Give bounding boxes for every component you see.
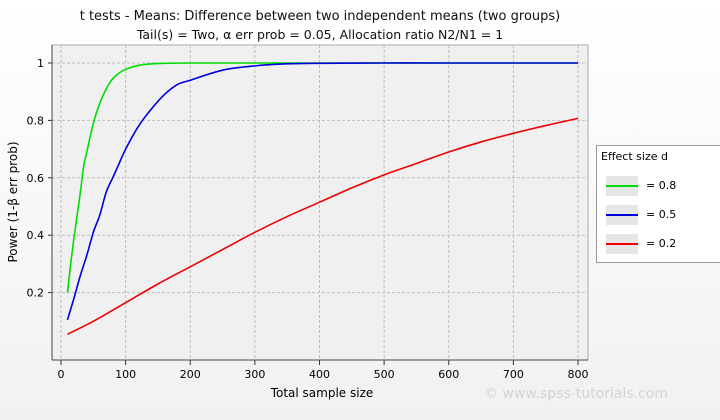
x-tick-label: 0 <box>58 368 65 381</box>
x-tick-label: 300 <box>244 368 265 381</box>
axes: 0.2 0.4 0.6 0.8 1 0 100 200 300 400 500 600 700 800 <box>27 45 589 381</box>
y-tick-label: 0.8 <box>27 114 45 127</box>
x-tick-label: 200 <box>180 368 201 381</box>
watermark: © www.spss-tutorials.com <box>484 386 668 402</box>
legend-swatch <box>606 234 638 254</box>
legend-item-1: = 0.5 <box>606 205 716 227</box>
legend-label: = 0.8 <box>646 179 677 192</box>
chart-title: t tests - Means: Difference between two … <box>79 9 561 24</box>
legend-item-2: = 0.2 <box>606 234 716 256</box>
x-tick-label: 100 <box>115 368 136 381</box>
legend-label: = 0.2 <box>646 237 677 250</box>
series-line-0 <box>66 62 578 293</box>
chart-subtitle: Tail(s) = Two, α err prob = 0.05, Alloca… <box>136 27 504 42</box>
legend-line <box>606 214 638 216</box>
series-layer <box>66 62 579 335</box>
legend-label: = 0.5 <box>646 208 677 221</box>
legend-line <box>606 243 638 245</box>
y-axis-label: Power (1-β err prob) <box>6 142 20 263</box>
x-axis-label: Total sample size <box>270 386 374 400</box>
y-tick-label: 0.4 <box>27 229 45 242</box>
legend-swatch <box>606 205 638 225</box>
series-line-1 <box>66 62 578 321</box>
y-tick-label: 1 <box>37 57 44 70</box>
legend-line <box>606 185 638 187</box>
y-tick-label: 0.6 <box>27 172 45 185</box>
x-tick-label: 400 <box>309 368 330 381</box>
series-line-2 <box>67 117 579 335</box>
grid-lines <box>52 45 588 360</box>
x-tick-label: 800 <box>568 368 589 381</box>
legend-item-0: = 0.8 <box>606 176 716 198</box>
y-tick-label: 0.2 <box>27 287 45 300</box>
x-tick-label: 600 <box>438 368 459 381</box>
legend: Effect size d = 0.8 = 0.5 = 0.2 <box>596 145 720 263</box>
x-tick-label: 700 <box>503 368 524 381</box>
legend-swatch <box>606 176 638 196</box>
x-tick-label: 500 <box>374 368 395 381</box>
legend-title: Effect size d <box>601 150 668 163</box>
